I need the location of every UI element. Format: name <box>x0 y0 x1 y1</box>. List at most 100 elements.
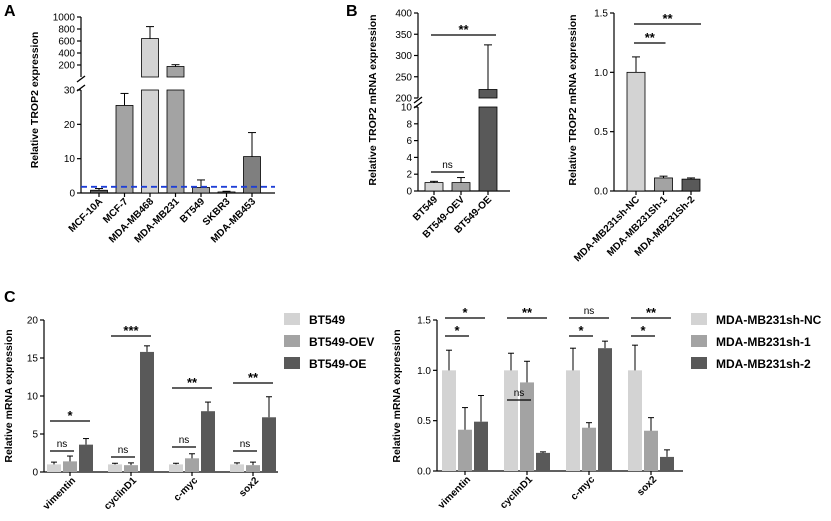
legend-label: MDA-MB231sh-2 <box>716 357 811 371</box>
y-tick-label: 0.0 <box>417 467 431 478</box>
bar <box>63 461 77 472</box>
significance-label: ns <box>118 445 129 456</box>
significance-label: ** <box>645 30 656 45</box>
bar <box>141 38 159 78</box>
y-tick-label: 8 <box>406 119 412 130</box>
bar <box>424 182 444 192</box>
y-axis-label: Relative TROP2 mRNA expression <box>567 14 579 185</box>
y-tick-label: 400 <box>395 9 412 20</box>
significance-label: ** <box>187 375 198 390</box>
bar <box>201 411 215 472</box>
y-axis-label: Relative TROP2 expression <box>29 32 41 169</box>
y-tick-label: 30 <box>64 86 76 97</box>
significance-label: * <box>640 323 646 338</box>
category-label: MCF-10A <box>67 196 105 234</box>
y-tick-label: 1.0 <box>417 366 431 377</box>
y-tick-label: 20 <box>64 120 76 131</box>
bar <box>598 348 612 471</box>
bar <box>141 89 159 194</box>
bar <box>628 370 642 471</box>
significance-label: ** <box>458 22 469 37</box>
y-tick-label: 10 <box>401 103 413 114</box>
significance-label: * <box>67 408 73 423</box>
bar <box>140 351 154 472</box>
panel-c-right-chart: 0.0 0.5 1.0 1.5 Relative mRNA expression vime… <box>391 305 822 511</box>
bar <box>626 71 646 192</box>
y-tick-label: 1.5 <box>594 9 608 20</box>
axis-break-mark <box>413 96 423 104</box>
significance-label: ** <box>522 305 533 320</box>
y-tick-label: 800 <box>58 25 75 36</box>
bar <box>442 370 456 471</box>
panel-label-b: B <box>346 3 358 20</box>
significance-label: ns <box>57 439 68 450</box>
legend-swatch <box>284 357 300 369</box>
bar <box>681 178 701 192</box>
category-label: c-myc <box>172 475 201 504</box>
bar <box>451 182 471 192</box>
legend-label: MDA-MB231sh-NC <box>716 313 822 327</box>
y-tick-label: 10 <box>64 154 76 165</box>
bar <box>230 464 244 472</box>
y-tick-label: 4 <box>406 153 412 164</box>
category-label: vimentin <box>41 475 78 512</box>
bar <box>536 452 550 471</box>
legend-label: BT549-OE <box>309 357 366 371</box>
y-axis-label: Relative TROP2 mRNA expression <box>367 14 379 185</box>
bar <box>474 421 488 471</box>
y-tick-label: 0.5 <box>594 127 608 138</box>
legend-swatch <box>691 357 707 369</box>
bar <box>504 370 518 471</box>
y-tick-label: 0.0 <box>594 187 608 198</box>
bar <box>246 465 260 472</box>
legend-label: MDA-MB231sh-1 <box>716 335 811 349</box>
category-label: sox2 <box>635 474 659 498</box>
category-label: sox2 <box>237 475 261 499</box>
y-tick-label: 400 <box>58 49 75 60</box>
significance-label: ns <box>240 439 251 450</box>
panel-b-right-chart: 0.0 0.5 1.0 1.5 Relative TROP2 mRNA expressi… <box>567 9 701 264</box>
y-tick-label: 250 <box>395 72 412 83</box>
category-label: c-myc <box>569 474 598 503</box>
bar <box>185 458 199 472</box>
significance-label: ** <box>646 305 657 320</box>
panel-c-left-chart: 0 5 10 15 20 Relative mRNA expression vimentin… <box>3 313 374 512</box>
significance-label: * <box>454 323 460 338</box>
category-label: cyclinD1 <box>498 474 535 511</box>
y-tick-label: 350 <box>395 30 412 41</box>
bar <box>654 177 673 192</box>
bar <box>192 187 210 194</box>
bar <box>115 105 134 194</box>
legend-swatch <box>691 335 707 347</box>
legend-swatch <box>284 313 300 325</box>
y-axis-label: Relative mRNA expression <box>391 329 403 462</box>
bar <box>478 89 498 99</box>
legend-swatch <box>691 313 707 325</box>
significance-label: *** <box>123 323 139 338</box>
legend-label: BT549-OEV <box>309 335 374 349</box>
bar <box>582 427 596 471</box>
legend-swatch <box>284 335 300 347</box>
y-tick-label: 0 <box>69 189 75 200</box>
y-tick-label: 600 <box>58 37 75 48</box>
bar <box>166 66 185 78</box>
bar <box>90 189 108 194</box>
y-tick-label: 0 <box>32 468 38 479</box>
y-tick-label: 0 <box>406 187 412 198</box>
bar <box>47 464 61 472</box>
y-tick-label: 5 <box>32 430 38 441</box>
y-tick-label: 20 <box>27 316 39 327</box>
y-tick-label: 2 <box>406 170 412 181</box>
bar <box>458 429 472 471</box>
bar <box>566 370 580 471</box>
bar <box>166 89 185 194</box>
y-tick-label: 300 <box>395 51 412 62</box>
y-tick-label: 1.5 <box>417 316 431 327</box>
category-label: cyclinD1 <box>102 475 139 512</box>
bar <box>124 465 138 472</box>
y-tick-label: 1000 <box>53 13 76 24</box>
significance-label: ns <box>514 388 525 399</box>
y-tick-label: 0.5 <box>417 416 431 427</box>
